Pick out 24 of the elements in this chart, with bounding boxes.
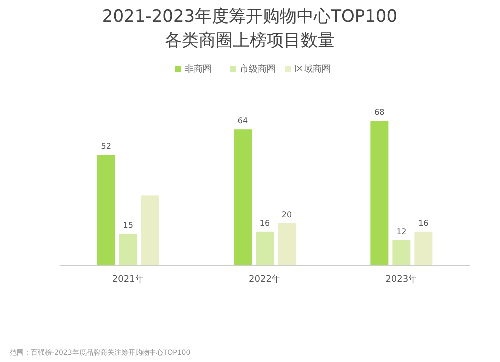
bar [97,155,116,266]
data-label: 64 [238,116,248,126]
data-label: 20 [282,210,292,220]
chart-title: 2021-2023年度筹开购物中心TOP100 各类商圈上榜项目数量 [102,7,398,51]
data-label: 68 [374,108,385,118]
data-label: 16 [260,218,270,228]
x-tick-label: 2021年 [112,274,144,285]
bar [414,232,433,266]
bar [256,232,274,266]
data-label: 52 [101,142,112,152]
bar [234,130,252,266]
data-label: 12 [396,227,407,236]
bar [278,223,296,266]
x-tick-label: 2023年 [386,274,418,285]
legend-label: 非商圈 [185,64,212,75]
bar [370,121,389,266]
x-tick-label: 2022年 [249,274,281,285]
data-label: 16 [418,218,429,228]
bar [392,240,411,266]
legend-label: 区域商圈 [295,64,331,75]
data-label: 15 [123,221,134,230]
legend-label: 市级商圈 [240,64,276,75]
bar [141,196,160,266]
bar [119,234,138,266]
